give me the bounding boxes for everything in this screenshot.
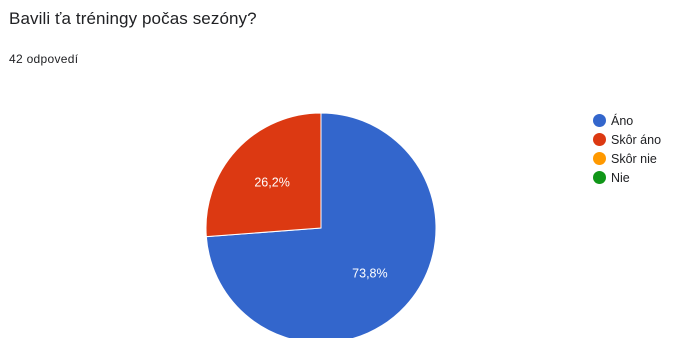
legend-item-nie[interactable]: Nie (593, 168, 661, 187)
chart-legend: Áno Skôr áno Skôr nie Nie (593, 111, 661, 187)
legend-swatch-icon (593, 114, 606, 127)
legend-swatch-icon (593, 133, 606, 146)
pie-slice-skôr-áno[interactable] (205, 112, 322, 238)
legend-swatch-icon (593, 152, 606, 165)
pie-data-label: 73,8% (352, 266, 387, 280)
legend-label: Skôr áno (611, 132, 662, 147)
question-title: Bavili ťa tréningy počas sezóny? (9, 9, 257, 28)
legend-label: Áno (611, 113, 634, 128)
legend-item-skor-ano[interactable]: Skôr áno (593, 130, 661, 149)
legend-item-ano[interactable]: Áno (593, 111, 661, 130)
legend-label: Skôr nie (611, 151, 657, 166)
legend-swatch-icon (593, 171, 606, 184)
legend-item-skor-nie[interactable]: Skôr nie (593, 149, 661, 168)
pie-data-label: 26,2% (254, 176, 289, 190)
legend-label: Nie (611, 170, 630, 185)
response-count: 42 odpovedí (9, 52, 79, 66)
